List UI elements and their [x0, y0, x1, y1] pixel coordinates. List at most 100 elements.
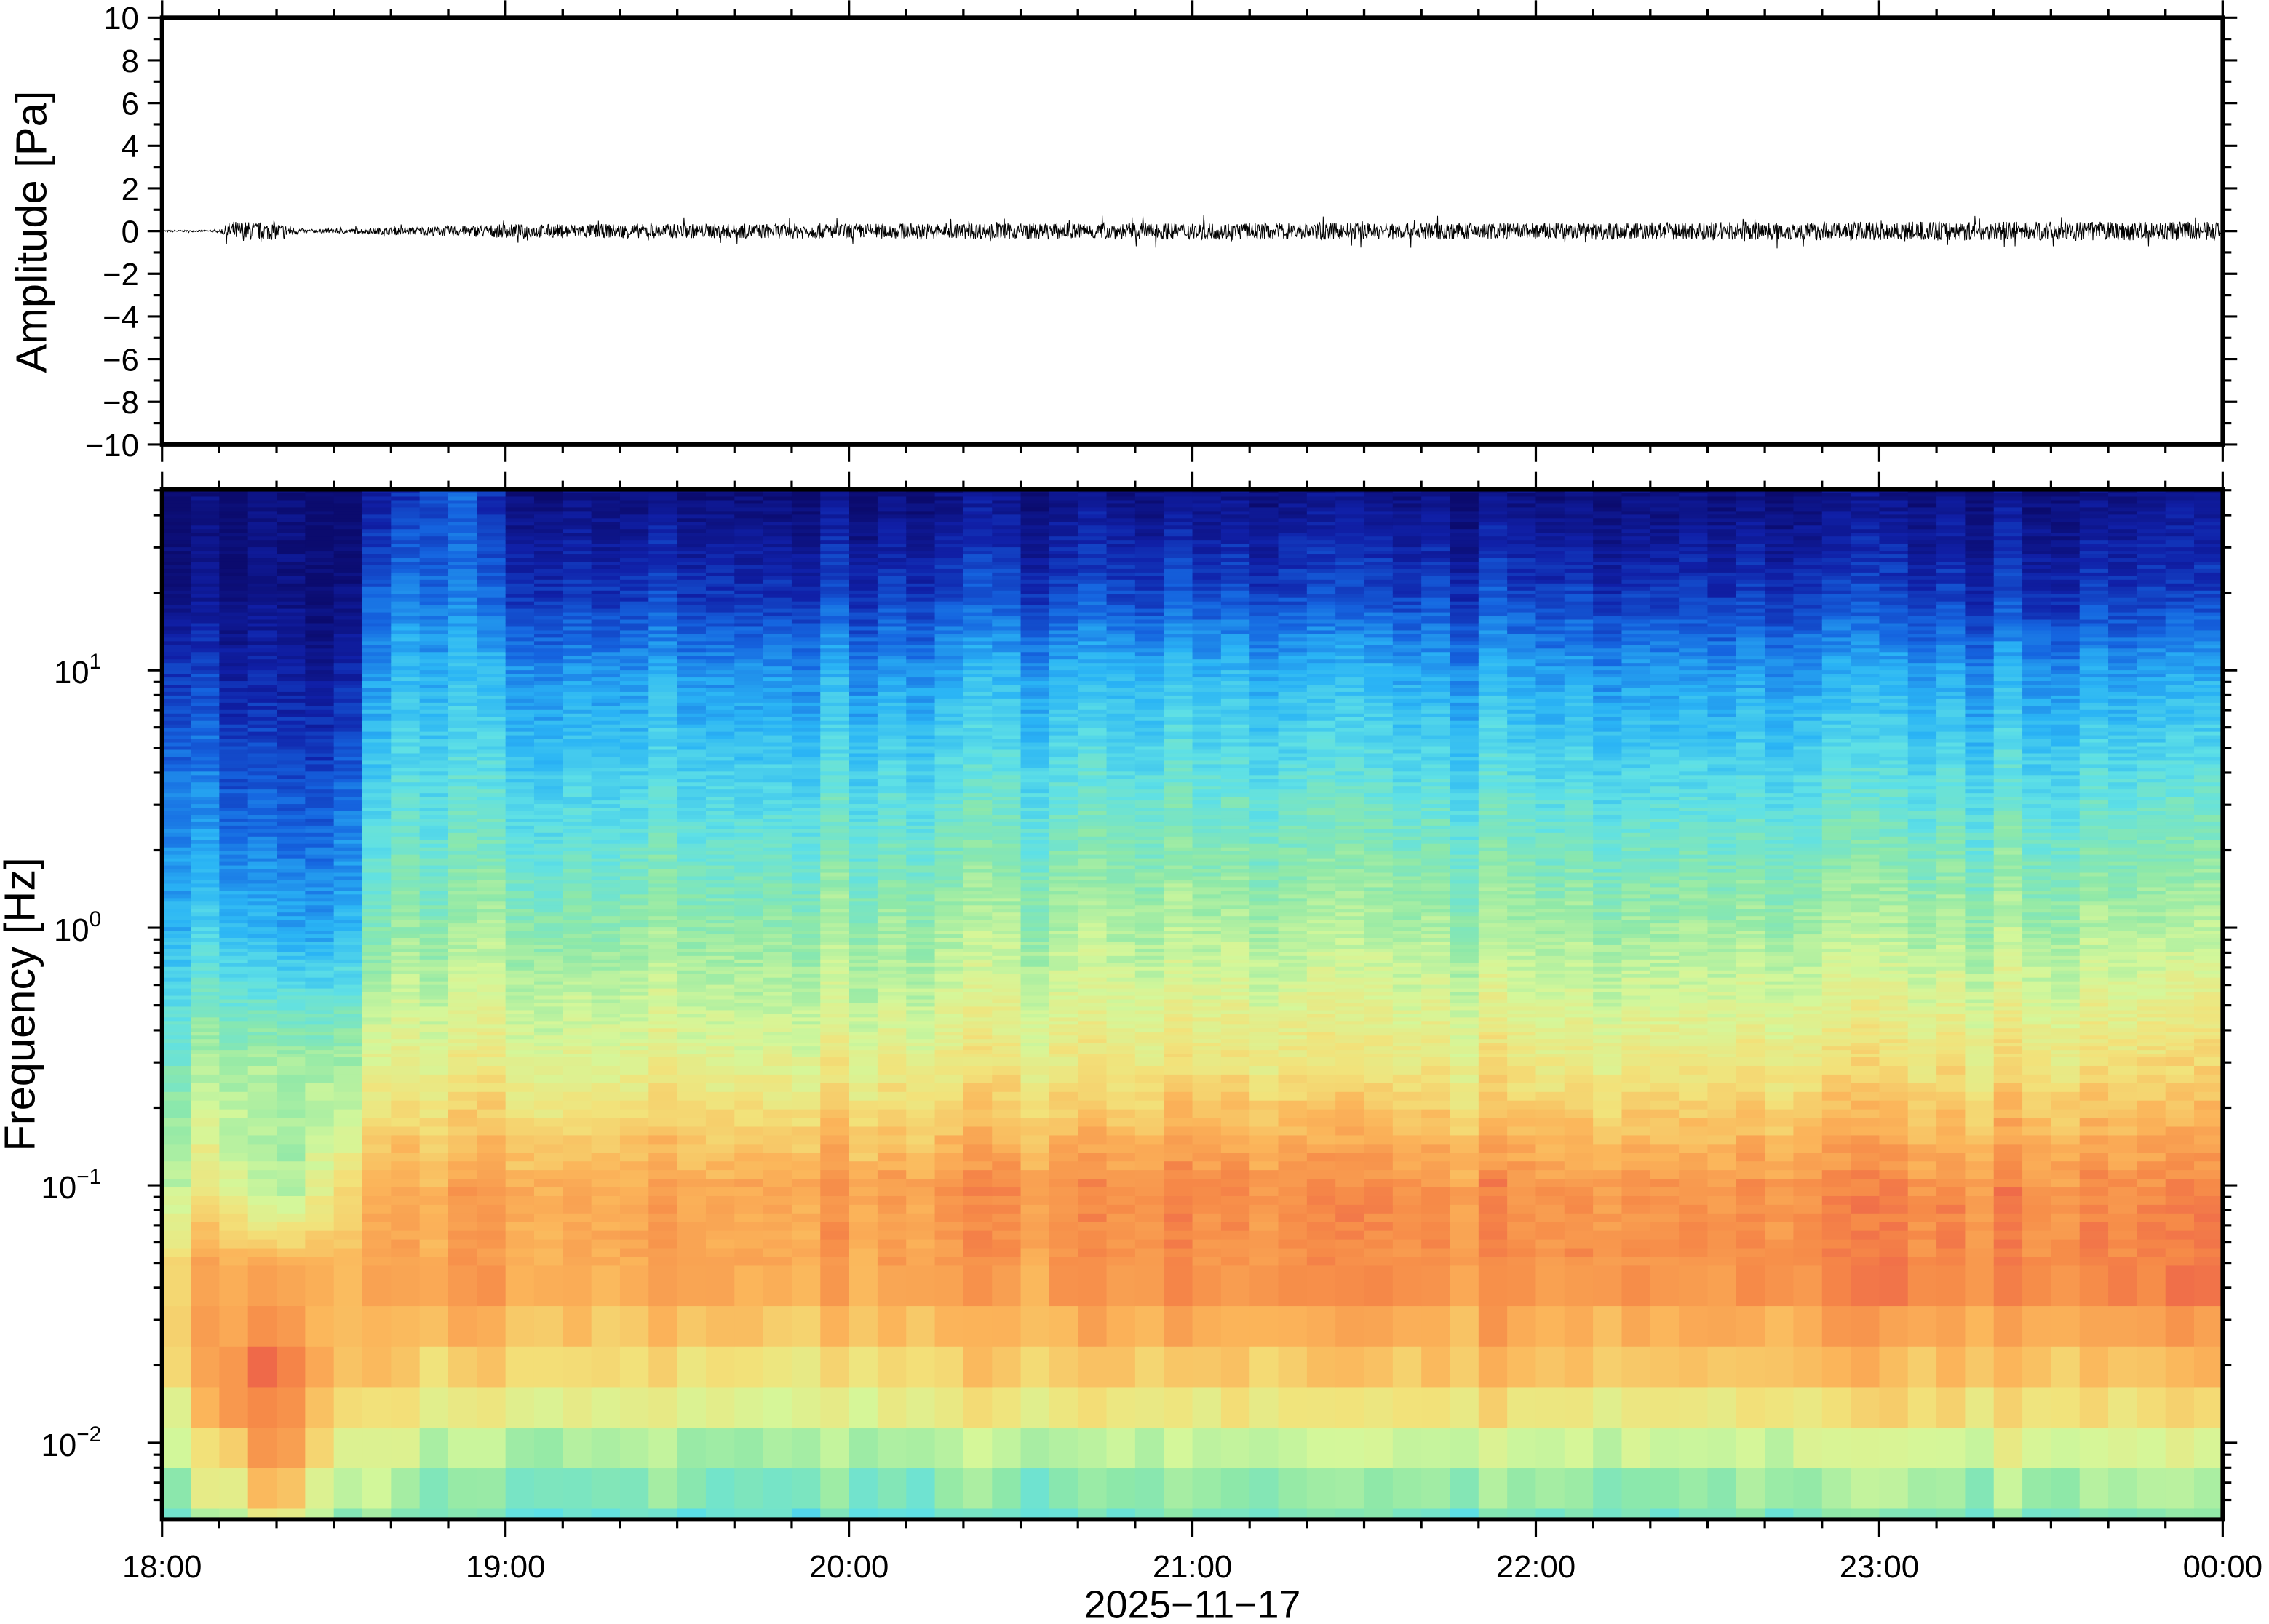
- spectrogram-cell: [648, 1428, 678, 1469]
- spectrogram-cell: [419, 883, 449, 888]
- spectrogram-cell: [619, 626, 650, 632]
- spectrogram-cell: [820, 656, 850, 661]
- spectrogram-cell: [277, 735, 306, 740]
- spectrogram-cell: [648, 547, 678, 552]
- spectrogram-cell: [391, 670, 421, 674]
- spectrogram-cell: [391, 709, 421, 715]
- spectrogram-cell: [191, 832, 220, 837]
- spectrogram-cell: [305, 691, 335, 696]
- spectrogram-cell: [505, 1265, 535, 1307]
- spectrogram-cell: [162, 659, 191, 664]
- spectrogram-cell: [533, 836, 564, 841]
- spectrogram-cell: [533, 1135, 564, 1145]
- spectrogram-cell: [591, 1010, 621, 1015]
- spectrogram-cell: [305, 1021, 335, 1026]
- spectrogram-cell: [705, 851, 736, 856]
- spectrogram-cell: [247, 909, 277, 913]
- spectrogram-cell: [305, 988, 335, 993]
- spectrogram-cell: [277, 981, 306, 986]
- spectrogram-cell: [419, 717, 449, 722]
- spectrogram-cell: [448, 934, 478, 939]
- spectrogram-cell: [362, 525, 392, 530]
- spectrogram-cell: [219, 984, 249, 990]
- spectrogram-cell: [477, 887, 506, 892]
- spectrogram-cell: [734, 825, 764, 830]
- spectrogram-cell: [505, 590, 535, 595]
- spectrogram-cell: [877, 544, 907, 548]
- spectrogram-cell: [419, 995, 449, 1000]
- spectrogram-cell: [648, 789, 678, 794]
- spectrogram-cell: [763, 659, 792, 664]
- spectrogram-cell: [362, 637, 392, 642]
- spectrogram-cell: [191, 731, 220, 736]
- spectrogram-cell: [419, 597, 449, 602]
- spectrogram-cell: [791, 775, 822, 780]
- spectrogram-cell: [734, 1239, 764, 1249]
- spectrogram-cell: [677, 728, 707, 733]
- spectrogram-cell: [362, 731, 392, 736]
- spectrogram-cell: [648, 630, 678, 635]
- spectrogram-cell: [391, 876, 421, 881]
- spectrogram-cell: [591, 931, 621, 935]
- spectrogram-cell: [591, 1170, 621, 1179]
- spectrogram-cell: [333, 898, 363, 903]
- spectrogram-cell: [849, 1195, 878, 1206]
- spectrogram-cell: [505, 779, 535, 784]
- spectrogram-cell: [219, 1109, 249, 1119]
- spectrogram-cell: [391, 583, 421, 588]
- spectrogram-cell: [820, 869, 850, 874]
- spectrogram-cell: [820, 579, 850, 584]
- spectrogram-cell: [505, 1021, 535, 1026]
- spectrogram-cell: [277, 836, 306, 841]
- spectrogram-cell: [533, 1074, 564, 1084]
- spectrogram-cell: [419, 648, 449, 653]
- spectrogram-cell: [505, 771, 535, 776]
- spectrogram-cell: [734, 525, 764, 530]
- spectrogram-cell: [619, 1083, 650, 1093]
- spectrogram-cell: [849, 551, 878, 555]
- spectrogram-cell: [505, 525, 535, 530]
- spectrogram-cell: [677, 1508, 707, 1520]
- spectrogram-cell: [191, 847, 220, 852]
- spectrogram-cell: [162, 1032, 191, 1037]
- spectrogram-cell: [619, 753, 650, 758]
- spectrogram-cell: [820, 927, 850, 931]
- spectrogram-cell: [677, 597, 707, 602]
- spectrogram-cell: [362, 1222, 392, 1232]
- spectrogram-cell: [305, 554, 335, 559]
- spectrogram-cell: [849, 1248, 878, 1258]
- spectrogram-cell: [191, 916, 220, 920]
- spectrogram-cell: [648, 840, 678, 845]
- spectrogram-cell: [591, 529, 621, 534]
- spectrogram-cell: [763, 514, 792, 520]
- spectrogram-cell: [219, 608, 249, 613]
- spectrogram-cell: [362, 688, 392, 693]
- spectrogram-cell: [219, 861, 249, 867]
- spectrogram-cell: [591, 920, 621, 924]
- spectrogram-cell: [563, 825, 592, 830]
- spectrogram-cell: [477, 797, 506, 801]
- spectrogram-cell: [591, 1265, 621, 1307]
- spectrogram-cell: [563, 645, 592, 650]
- spectrogram-cell: [419, 691, 449, 696]
- spectrogram-cell: [333, 970, 363, 975]
- spectrogram-cell: [734, 688, 764, 693]
- spectrogram-cell: [333, 789, 363, 794]
- spectrogram-cell: [247, 821, 277, 827]
- spectrogram-cell: [820, 1135, 850, 1145]
- spectrogram-cell: [419, 861, 449, 867]
- spectrogram-cell: [705, 1126, 736, 1137]
- spectrogram-cell: [705, 1222, 736, 1232]
- spectrogram-cell: [191, 1010, 220, 1015]
- spectrogram-cell: [849, 518, 878, 523]
- spectrogram-cell: [648, 992, 678, 997]
- spectrogram-cell: [849, 757, 878, 762]
- spectrogram-cell: [162, 931, 191, 935]
- spectrogram-cell: [162, 612, 191, 617]
- spectrogram-cell: [362, 691, 392, 696]
- spectrogram-cell: [734, 793, 764, 797]
- spectrogram-cell: [362, 623, 392, 628]
- spectrogram-cell: [333, 872, 363, 877]
- spectrogram-cell: [563, 970, 592, 975]
- spectrogram-cell: [734, 1195, 764, 1206]
